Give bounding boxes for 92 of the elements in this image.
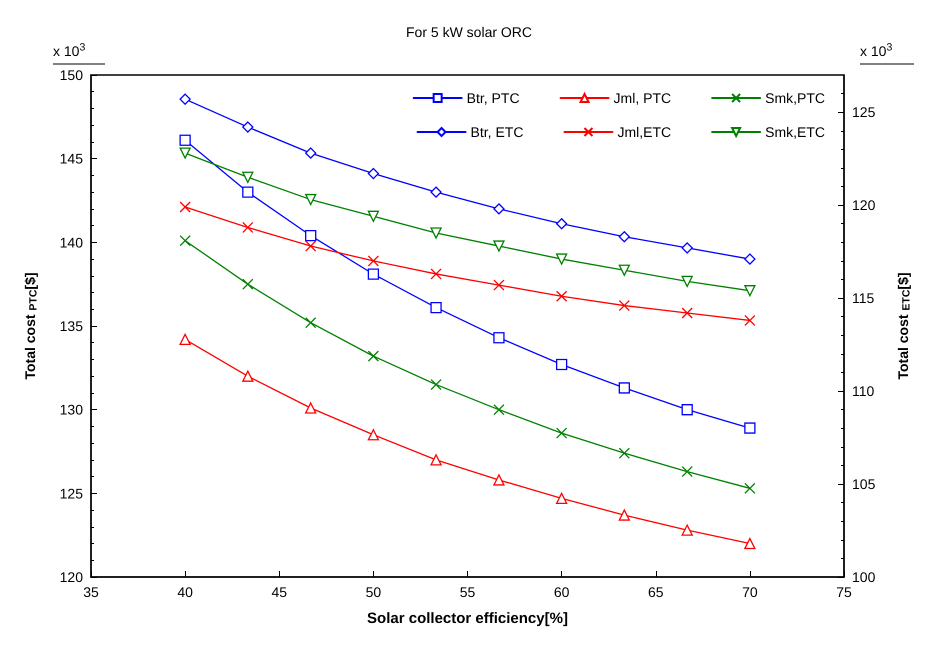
point	[430, 454, 442, 466]
y-tick-label: 130	[60, 402, 84, 418]
point	[179, 147, 191, 159]
y-tick-label: 145	[60, 150, 84, 167]
point	[493, 279, 505, 291]
x-tick-label: 65	[648, 584, 664, 600]
point	[493, 404, 505, 416]
point	[242, 172, 254, 183]
x-tick-label: 60	[554, 584, 570, 600]
point	[242, 278, 254, 290]
x-tick-label: 75	[836, 584, 852, 600]
y-tick-label: 150	[60, 67, 84, 83]
point	[682, 524, 693, 536]
point	[430, 227, 442, 239]
legend-label: Smk,ETC	[765, 124, 825, 140]
point	[744, 538, 756, 550]
legend-label: Btr, PTC	[466, 90, 520, 106]
x-tick-label: 50	[366, 584, 382, 600]
point	[368, 210, 380, 222]
legend-label: Jml,ETC	[617, 124, 672, 140]
point	[682, 276, 693, 288]
point	[744, 482, 756, 494]
y2-tick-label: 120	[852, 197, 876, 214]
point	[305, 240, 316, 252]
point	[368, 350, 380, 362]
x-tick-label: 70	[742, 584, 758, 600]
point	[430, 186, 442, 198]
y-tick-label: 140	[60, 234, 84, 250]
point	[242, 121, 254, 133]
point	[368, 429, 380, 440]
point	[556, 358, 568, 370]
point	[618, 509, 630, 521]
point	[368, 255, 380, 267]
point	[682, 466, 693, 478]
point	[744, 422, 756, 434]
point	[305, 402, 316, 414]
x-tick-label: 40	[177, 584, 194, 600]
y-axis-title: Total cost PTC[$]	[22, 272, 40, 380]
point	[493, 474, 505, 486]
point	[618, 448, 630, 459]
point	[682, 307, 693, 319]
point	[744, 253, 756, 265]
point	[618, 264, 630, 276]
point	[242, 186, 254, 198]
point	[179, 334, 191, 346]
point	[368, 168, 380, 180]
y-tick-label: 135	[60, 318, 84, 334]
point	[556, 427, 568, 439]
y2-tick-label: 115	[852, 290, 875, 306]
x-tick-label: 35	[83, 584, 99, 600]
point	[556, 218, 568, 230]
point	[556, 253, 568, 265]
point	[430, 268, 442, 280]
point	[368, 268, 380, 280]
legend-label: Btr, ETC	[470, 124, 524, 140]
point	[618, 231, 630, 242]
point	[493, 203, 505, 215]
point	[744, 285, 756, 296]
x-tick-label: 55	[460, 584, 476, 600]
x-axis-title: Solar collector efficiency[%]	[367, 610, 568, 627]
point	[179, 235, 191, 246]
point	[305, 147, 316, 159]
y2-tick-label: 110	[852, 383, 875, 400]
y2-tick-label: 105	[852, 476, 876, 492]
point	[744, 314, 756, 326]
point	[242, 222, 254, 234]
point	[305, 194, 316, 206]
point	[305, 317, 316, 328]
legend-label: Smk,PTC	[765, 90, 825, 106]
point	[556, 492, 568, 504]
point	[179, 94, 191, 105]
point	[618, 300, 630, 312]
chart-title: For 5 kW solar ORC	[406, 24, 532, 40]
y-tick-label: 120	[60, 569, 84, 585]
point	[493, 332, 505, 344]
point	[682, 242, 693, 254]
point	[305, 230, 316, 242]
y2-tick-label: 125	[852, 104, 876, 120]
y2-axis-title: Total cost ETC[$]	[895, 272, 912, 380]
point	[682, 404, 693, 416]
point	[179, 201, 191, 213]
point	[618, 382, 630, 394]
point	[179, 134, 191, 146]
point	[556, 290, 568, 302]
point	[493, 240, 505, 252]
point	[430, 378, 442, 390]
y-tick-label: 125	[60, 485, 84, 502]
x-tick-label: 45	[271, 584, 288, 600]
legend-label: Jml, PTC	[614, 90, 672, 106]
y2-tick-label: 100	[852, 569, 876, 585]
point	[430, 302, 442, 314]
point	[242, 370, 254, 382]
